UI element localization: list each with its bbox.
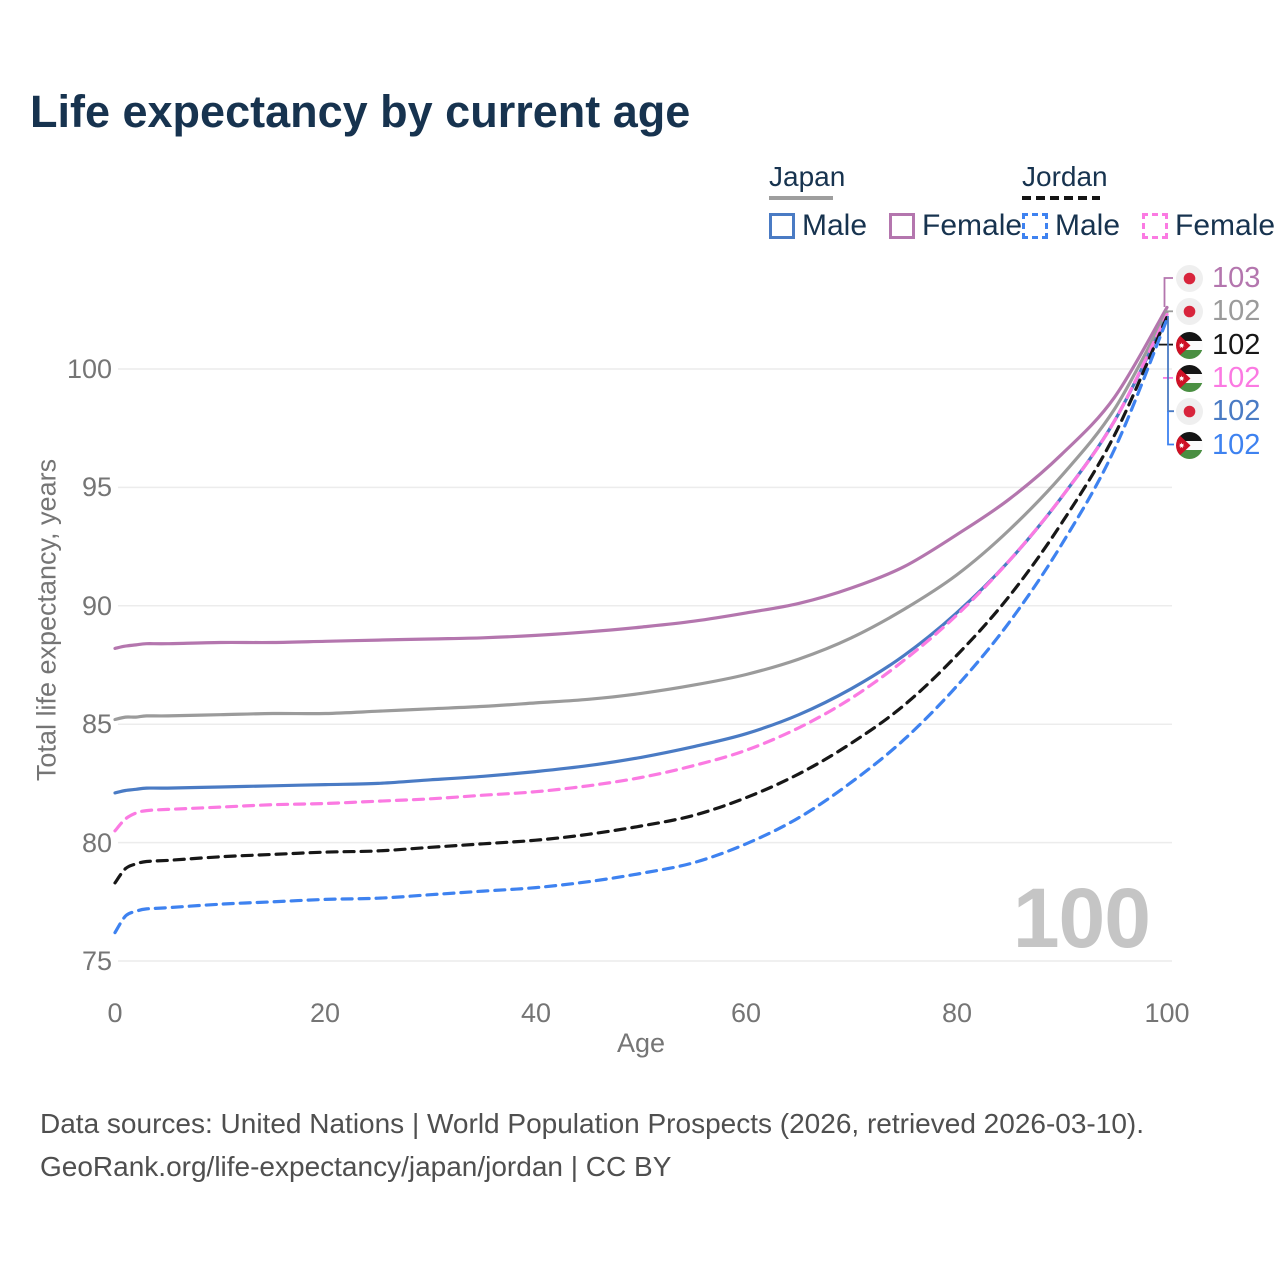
y-tick-label: 75 [81, 946, 112, 976]
japan-flag-icon [1176, 397, 1203, 425]
end-label-value: 102 [1212, 428, 1261, 461]
chart-title: Life expectancy by current age [30, 86, 691, 137]
end-label-value: 102 [1212, 328, 1261, 361]
series-end-label: 102 [1176, 361, 1261, 394]
series-line-jordan-both [113, 315, 1169, 885]
jordan-line-style-swatch [1022, 196, 1100, 200]
legend-japan-female-swatch[interactable] [889, 213, 916, 239]
end-label-value: 102 [1212, 394, 1261, 427]
series-end-label: 102 [1176, 328, 1261, 361]
x-tick-label: 80 [941, 998, 973, 1028]
end-label-connector [1167, 316, 1174, 413]
chart-footer: Data sources: United Nations | World Pop… [40, 1102, 1144, 1188]
footer-link-line: GeoRank.org/life-expectancy/japan/jordan… [40, 1151, 672, 1182]
series-line-jordan-male [113, 317, 1169, 935]
japan-line-style-swatch [769, 196, 833, 200]
legend-jordan-female-swatch[interactable] [1142, 213, 1169, 239]
end-label-connector [1167, 411, 1174, 446]
series-line-japan-female [113, 305, 1169, 650]
japan-flag-icon [1176, 264, 1203, 292]
x-tick-label: 40 [520, 998, 552, 1028]
x-tick-label: 20 [309, 998, 341, 1028]
y-tick-label: 90 [81, 591, 112, 621]
legend-jordan-male-swatch[interactable] [1022, 213, 1048, 239]
y-axis-title: Total life expectancy, years [31, 458, 62, 782]
age-counter-watermark: 100 [1012, 871, 1151, 965]
jordan-flag-icon [1176, 331, 1203, 359]
legend-japan-label[interactable]: Japan [769, 161, 846, 192]
y-tick-label: 85 [81, 709, 112, 739]
legend-jordan-female-label[interactable]: Female [1175, 209, 1276, 242]
legend-japan-male-label[interactable]: Male [802, 209, 868, 242]
legend-jordan-label[interactable]: Jordan [1022, 161, 1108, 192]
y-tick-label: 80 [81, 828, 112, 858]
legend-group-jordan: Jordan Male Female [1022, 162, 1275, 243]
legend-japan-male-swatch[interactable] [769, 213, 795, 239]
y-tick-label: 95 [81, 472, 112, 502]
series-end-label: 102 [1176, 294, 1261, 327]
legend-jordan-male-label[interactable]: Male [1055, 209, 1121, 242]
jordan-flag-icon [1176, 431, 1203, 459]
footer-source-line: Data sources: United Nations | World Pop… [40, 1108, 1145, 1139]
series-end-label: 102 [1176, 428, 1261, 461]
series-end-label: 102 [1176, 394, 1261, 427]
series-end-label: 103 [1176, 261, 1261, 294]
jordan-flag-icon [1176, 364, 1203, 392]
x-tick-label: 60 [730, 998, 762, 1028]
x-tick-label: 0 [107, 998, 123, 1028]
x-axis-title: Age [616, 1028, 666, 1058]
end-label-value: 102 [1212, 294, 1261, 327]
end-label-connector [1163, 277, 1173, 307]
series-line-japan-male [113, 315, 1169, 795]
end-label-value: 102 [1212, 361, 1261, 394]
series-line-japan-both [113, 310, 1169, 722]
end-label-value: 103 [1212, 261, 1261, 294]
japan-flag-icon [1176, 297, 1203, 325]
series-line-jordan-female [113, 312, 1169, 833]
y-tick-label: 100 [66, 354, 112, 384]
legend-group-japan: Japan Male Female [769, 162, 1022, 243]
x-tick-label: 100 [1144, 998, 1190, 1028]
legend-japan-female-label[interactable]: Female [922, 209, 1023, 242]
